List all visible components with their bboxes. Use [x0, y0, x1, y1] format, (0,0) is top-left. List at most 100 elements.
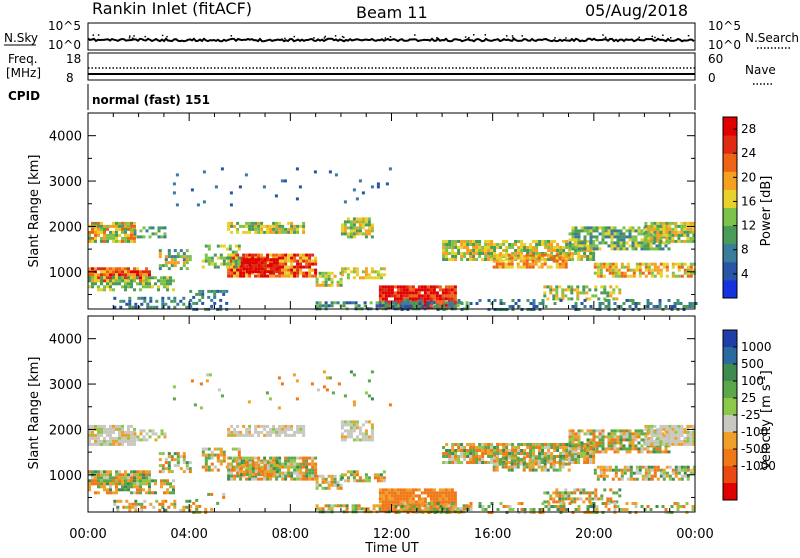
- heatmap-cell: [402, 509, 406, 513]
- heatmap-cell: [558, 256, 562, 260]
- heatmap-cell: [346, 235, 350, 239]
- heatmap-cell: [617, 271, 621, 275]
- heatmap-cell: [343, 479, 347, 483]
- heatmap-cell: [640, 432, 644, 436]
- heatmap-cell: [559, 505, 563, 508]
- heatmap-cell: [287, 474, 291, 478]
- heatmap-cell: [686, 233, 690, 237]
- heatmap-cell: [561, 265, 565, 269]
- heatmap-cell: [583, 449, 587, 452]
- heatmap-cell: [680, 274, 684, 278]
- heatmap-cell: [582, 285, 586, 289]
- heatmap-cell: [579, 491, 583, 495]
- heatmap-cell: [656, 427, 660, 431]
- heatmap-cell: [109, 276, 112, 280]
- heatmap-cell: [393, 500, 397, 504]
- heatmap-cell: [148, 226, 152, 230]
- heatmap-cell: [457, 240, 461, 243]
- heatmap-cell: [625, 429, 629, 433]
- heatmap-cell: [570, 285, 574, 289]
- heatmap-cell: [263, 274, 267, 278]
- heatmap-cell: [625, 432, 629, 436]
- heatmap-cell: [567, 459, 571, 463]
- heatmap-cell: [623, 471, 627, 475]
- heatmap-cell: [106, 267, 109, 271]
- heatmap-cell: [619, 444, 623, 448]
- heatmap-cell: [457, 449, 461, 452]
- heatmap-cell: [290, 433, 294, 437]
- heatmap-cell: [358, 232, 362, 236]
- heatmap-cell: [272, 274, 276, 278]
- heatmap-cell: [248, 270, 252, 274]
- heatmap-cell: [592, 446, 596, 449]
- heatmap-cell: [635, 265, 639, 269]
- heatmap-cell: [438, 303, 442, 307]
- heatmap-cell: [568, 252, 572, 255]
- heatmap-cell: [145, 470, 148, 474]
- heatmap-cell: [541, 299, 545, 302]
- heatmap-cell: [634, 438, 638, 442]
- heatmap-cell: [553, 255, 557, 258]
- heatmap-cell: [311, 459, 315, 463]
- heatmap-cell: [442, 455, 446, 458]
- heatmap-cell: [322, 385, 326, 389]
- heatmap-cell: [136, 470, 139, 474]
- heatmap-cell: [592, 435, 596, 439]
- heatmap-cell: [502, 446, 506, 449]
- heatmap-cell: [151, 226, 155, 230]
- heatmap-cell: [692, 271, 696, 275]
- heatmap-cell: [588, 297, 592, 301]
- heatmap-cell: [351, 504, 355, 508]
- heatmap-cell: [417, 488, 421, 492]
- heatmap-cell: [507, 465, 511, 469]
- heatmap-cell: [610, 244, 614, 248]
- heatmap-cell: [236, 271, 240, 275]
- heatmap-cell: [668, 236, 672, 240]
- heatmap-cell: [179, 467, 183, 471]
- heatmap-cell: [152, 305, 156, 309]
- heatmap-cell: [396, 494, 400, 498]
- heatmap-cell: [161, 302, 165, 306]
- heatmap-cell: [116, 499, 120, 503]
- heatmap-cell: [640, 238, 644, 242]
- heatmap-cell: [130, 282, 133, 286]
- heatmap-cell: [523, 455, 527, 458]
- heatmap-cell: [182, 508, 186, 512]
- heatmap-cell: [418, 508, 422, 511]
- heatmap-cell: [201, 447, 205, 451]
- heatmap-cell: [118, 227, 121, 231]
- heatmap-cell: [634, 444, 638, 448]
- heatmap-cell: [576, 497, 580, 501]
- heatmap-cell: [626, 268, 630, 272]
- heatmap-cell: [370, 267, 374, 271]
- y-tick-label: 3000: [49, 175, 82, 190]
- heatmap-cell: [284, 268, 288, 272]
- heatmap-cell: [188, 467, 192, 471]
- heatmap-cell: [275, 427, 279, 431]
- heatmap-cell: [607, 232, 611, 236]
- heatmap-cell: [343, 438, 347, 442]
- heatmap-cell: [207, 247, 211, 251]
- heatmap-cell: [692, 465, 696, 469]
- heatmap-cell: [646, 244, 650, 248]
- heatmap-cell: [393, 497, 397, 501]
- heatmap-cell: [103, 470, 106, 474]
- heatmap-cell: [529, 443, 533, 446]
- heatmap-cell: [478, 455, 482, 458]
- heatmap-cell: [490, 243, 494, 246]
- heatmap-cell: [343, 423, 347, 427]
- heatmap-cell: [594, 491, 598, 495]
- heatmap-cell: [659, 430, 663, 434]
- heatmap-cell: [586, 232, 590, 236]
- heatmap-cell: [234, 459, 238, 463]
- heatmap-cell: [598, 432, 602, 436]
- heatmap-cell: [619, 229, 623, 233]
- heatmap-cell: [683, 427, 687, 431]
- heatmap-cell: [519, 256, 523, 260]
- heatmap-cell: [230, 474, 234, 478]
- heatmap-cell: [596, 474, 600, 478]
- heatmap-cell: [644, 471, 648, 475]
- heatmap-cell: [231, 253, 235, 257]
- heatmap-cell: [142, 438, 146, 442]
- heatmap-cell: [414, 494, 418, 498]
